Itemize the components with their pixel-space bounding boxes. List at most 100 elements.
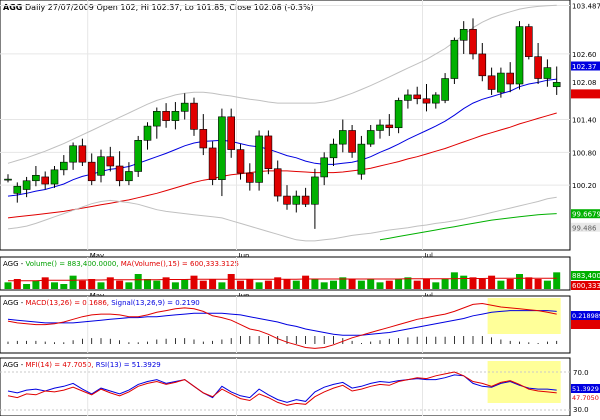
legend-part: RSI(13) = 51.3929 (94, 361, 161, 369)
candle-body (357, 143, 366, 175)
volume-bar (441, 279, 449, 289)
macd-month-grid (87, 296, 423, 353)
volume-bar (376, 282, 384, 289)
volume-bar (413, 280, 421, 289)
candle-body (208, 147, 217, 180)
volume-bar (181, 279, 189, 289)
candle-body (13, 185, 22, 194)
mfi-line (7, 371, 557, 406)
price-tag-box (571, 77, 600, 87)
volume-bar (302, 275, 310, 289)
volume-bar (97, 282, 105, 289)
candle-body (59, 161, 68, 171)
osc-tag-label: 51.3929 (572, 385, 599, 393)
price-tag-box (571, 209, 600, 219)
volume-bar (385, 280, 393, 289)
candle-body (469, 29, 477, 55)
candle-body (106, 156, 115, 167)
volume-ma-line (8, 277, 557, 282)
legend-part: MFI(14) = 47.7050, (26, 361, 94, 369)
volume-bar (432, 282, 440, 289)
macd-highlight (487, 298, 561, 334)
candle-body (385, 124, 394, 129)
candle-body (450, 39, 459, 79)
candle-body (180, 102, 189, 112)
volume-bar (525, 277, 533, 289)
macd-line (7, 302, 557, 349)
candle-body (394, 100, 403, 129)
osc-tag-box (571, 384, 600, 393)
candle-body (199, 129, 208, 149)
legend-part: AGG - (3, 299, 26, 307)
candle-body (162, 111, 170, 121)
volume-bar (320, 282, 328, 289)
volume-bar (116, 280, 124, 289)
volume-bar (255, 282, 263, 289)
volume-bar (478, 279, 486, 289)
candle-body (422, 98, 431, 104)
candle-body (115, 165, 124, 182)
volume-bar (78, 280, 86, 289)
bollinger-lower-line (7, 196, 557, 242)
volume-bar (125, 282, 133, 289)
legend-part: MACD(13,26) = 0.1686, (26, 299, 110, 307)
volume-bar (516, 274, 523, 289)
candle-body (311, 176, 319, 205)
ma-green-line (379, 213, 557, 241)
mfi-rsi-lines (7, 371, 557, 406)
candle-body (50, 169, 59, 185)
volume-bar (367, 279, 375, 289)
volume-bar (339, 277, 347, 289)
volume-bar (553, 272, 561, 289)
signal-line (7, 310, 557, 336)
volume-bar (144, 279, 151, 289)
candle-body (497, 72, 505, 93)
candle-body (227, 116, 235, 150)
candle-body (366, 130, 375, 145)
macd-tag-box (571, 311, 600, 320)
volume-tag-box (571, 281, 600, 290)
macd-lines (7, 302, 557, 349)
candle-body (431, 94, 440, 104)
candle-body (487, 75, 496, 90)
volume-bar (23, 284, 31, 289)
volume-bar (209, 279, 217, 289)
price-tag-label: 99.6679 (572, 211, 600, 219)
candle-body (552, 82, 561, 88)
price-tick-label: 103.487 (572, 2, 600, 10)
macd-histogram (7, 336, 558, 344)
price-value-tags: 102.37 102.08 101.86 99.6679 99.486 (571, 61, 600, 232)
month-labels: May Jun Jul (90, 252, 433, 260)
volume-value-tags: 883,400 600,333 (571, 271, 600, 290)
volume-bar (404, 277, 412, 289)
price-tag-box (571, 89, 600, 99)
candle-body (255, 135, 263, 183)
osc-tag-label: 47.7050 (572, 394, 599, 402)
volume-bar (218, 282, 226, 289)
volume-bars (4, 272, 561, 289)
volume-bar (32, 280, 40, 289)
legend-part: AGG - (3, 361, 26, 369)
volume-tag-label: 600,333 (572, 282, 600, 290)
macd-legend: AGG - MACD(13,26) = 0.1686, Signal(13,26… (3, 299, 200, 307)
volume-bar (41, 277, 49, 289)
osc-tag-box (571, 393, 600, 402)
candle-body (329, 143, 338, 159)
candle-body (143, 125, 152, 141)
candle-body (301, 195, 310, 205)
volume-bar (227, 274, 235, 289)
candle-body (515, 26, 524, 85)
price-plot-frame (0, 0, 571, 251)
volume-bar (330, 280, 337, 289)
volume-bar (4, 282, 12, 289)
volume-bar (88, 279, 96, 289)
volume-bar (162, 277, 170, 289)
volume-tag-label: 883,400 (572, 272, 600, 280)
candle-body (543, 67, 552, 79)
volume-bar (51, 282, 58, 289)
candle-body (87, 161, 96, 182)
mfi-rsi-plot-frame (0, 357, 571, 417)
volume-bar (534, 279, 542, 289)
volume-panel: AGG - Volume() = 883,400.0000, MA(Volume… (0, 256, 600, 300)
